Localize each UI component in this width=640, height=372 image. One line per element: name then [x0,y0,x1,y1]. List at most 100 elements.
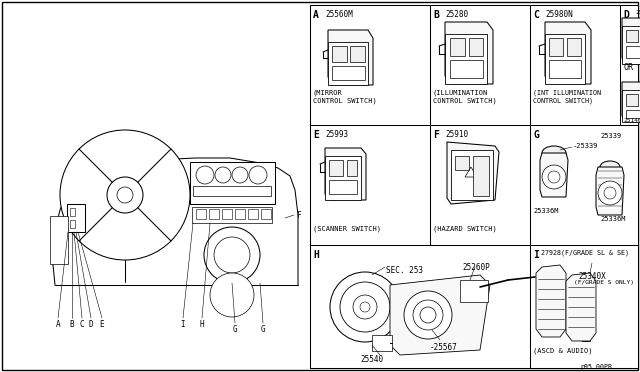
Bar [451,150,493,200]
Text: p95.00PR: p95.00PR [580,364,612,370]
Bar [329,180,357,194]
Bar [450,60,483,78]
Bar [545,34,585,84]
Bar [332,46,347,62]
Polygon shape [325,148,366,200]
Text: -25567: -25567 [430,343,458,352]
Bar [469,38,483,56]
Bar [567,38,581,56]
Text: C: C [80,320,84,329]
Polygon shape [596,167,624,215]
Polygon shape [445,22,493,84]
Text: E: E [313,130,319,140]
Circle shape [60,130,190,260]
Text: (ASCD & AUDIO): (ASCD & AUDIO) [533,348,593,355]
Text: (INT ILLUMINATION: (INT ILLUMINATION [533,90,601,96]
Circle shape [107,177,143,213]
Bar [67,204,85,232]
Bar [622,90,640,122]
Bar [626,110,640,118]
Bar [193,186,271,196]
Text: F: F [433,130,439,140]
Bar [460,280,488,302]
Bar [445,34,487,84]
Text: (F/GRADE S ONLY): (F/GRADE S ONLY) [574,280,634,285]
Polygon shape [622,82,640,122]
Bar [626,94,638,106]
Text: D: D [623,10,629,20]
Text: G: G [533,130,539,140]
Bar [549,38,563,56]
Circle shape [413,300,443,330]
Text: 27928(F/GRADE SL & SE): 27928(F/GRADE SL & SE) [541,250,629,257]
Bar [450,38,465,56]
Text: CONTROL SWITCH): CONTROL SWITCH) [313,98,377,105]
Polygon shape [465,167,477,177]
Text: SEC. 253: SEC. 253 [386,266,423,275]
Bar [328,42,368,85]
Text: 25146M(VDC): 25146M(VDC) [623,118,640,123]
Text: CONTROL SWITCH): CONTROL SWITCH) [433,98,497,105]
Text: 25560M: 25560M [325,10,353,19]
Bar [350,46,365,62]
Circle shape [214,237,250,273]
Bar [329,160,343,176]
Text: 25339: 25339 [600,133,621,139]
Polygon shape [566,273,596,341]
Text: A: A [56,320,60,329]
Bar [261,209,271,219]
Ellipse shape [542,146,566,160]
Circle shape [215,167,231,183]
Bar [70,220,75,228]
Text: I: I [180,320,186,329]
Text: OR: OR [623,63,633,72]
Bar [626,46,640,58]
Bar [235,209,245,219]
Bar [248,209,258,219]
Text: E: E [100,320,104,329]
Bar [192,207,272,223]
Text: 25145M(TCS): 25145M(TCS) [635,10,640,15]
Bar [70,208,75,216]
Text: F: F [296,211,301,219]
Circle shape [210,273,254,317]
Circle shape [604,187,616,199]
Polygon shape [390,275,490,355]
Text: CONTROL SWITCH): CONTROL SWITCH) [533,98,593,105]
Bar [549,60,581,78]
Polygon shape [540,153,568,197]
Text: G: G [233,325,237,334]
Text: B: B [433,10,439,20]
Bar [622,26,640,64]
Circle shape [249,166,267,184]
Circle shape [542,165,566,189]
Bar [372,335,392,351]
Text: 25340X: 25340X [578,272,605,281]
Bar [196,209,206,219]
Text: (MIRROR: (MIRROR [313,90,343,96]
Bar [325,156,361,200]
Text: H: H [313,250,319,260]
Text: 25336M: 25336M [600,216,625,222]
Ellipse shape [600,161,620,173]
Text: H: H [200,320,204,329]
Circle shape [598,181,622,205]
Text: I: I [533,250,539,260]
Polygon shape [545,22,591,84]
Polygon shape [328,30,373,85]
Circle shape [330,272,400,342]
Bar [455,156,469,170]
Text: 25280: 25280 [445,10,468,19]
Bar [473,156,489,196]
Bar [347,160,357,176]
Circle shape [420,307,436,323]
Polygon shape [622,18,640,64]
Text: 25980N: 25980N [545,10,573,19]
Circle shape [404,291,452,339]
Circle shape [232,167,248,183]
Bar [50,216,68,264]
Circle shape [548,171,560,183]
Text: A: A [313,10,319,20]
Text: B: B [70,320,74,329]
Polygon shape [536,265,566,337]
